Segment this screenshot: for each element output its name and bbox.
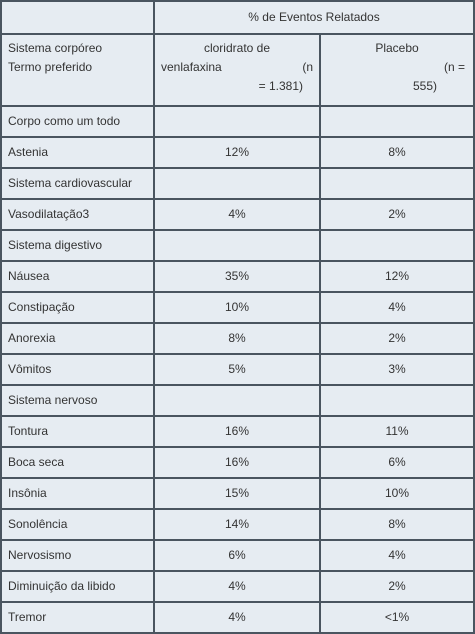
placebo-column-header: Placebo (n = 555)	[321, 35, 475, 107]
table-row: Sistema digestivo	[0, 231, 475, 262]
table-row: Corpo como um todo	[0, 107, 475, 138]
system-label: Sistema corpóreo	[8, 41, 103, 55]
placebo-n-open: (n =	[444, 60, 466, 74]
row-label: Corpo como um todo	[0, 107, 155, 138]
drug-value: 4%	[155, 200, 321, 231]
placebo-value: 12%	[321, 262, 475, 293]
drug-value	[155, 231, 321, 262]
drug-value: 10%	[155, 293, 321, 324]
row-label: Boca seca	[0, 448, 155, 479]
row-label: Tontura	[0, 417, 155, 448]
placebo-value	[321, 107, 475, 138]
term-label: Termo preferido	[8, 60, 93, 74]
row-label: Sistema nervoso	[0, 386, 155, 417]
row-label: Tremor	[0, 603, 155, 634]
drug-value: 15%	[155, 479, 321, 510]
table-row: Anorexia 8% 2%	[0, 324, 475, 355]
row-label: Insônia	[0, 479, 155, 510]
row-label: Anorexia	[0, 324, 155, 355]
table-row: Sistema nervoso	[0, 386, 475, 417]
drug-value: 12%	[155, 138, 321, 169]
drug-value: 5%	[155, 355, 321, 386]
drug-value: 6%	[155, 541, 321, 572]
row-label: Nervosismo	[0, 541, 155, 572]
drug-value: 4%	[155, 572, 321, 603]
table-row: Tremor 4% <1%	[0, 603, 475, 634]
drug-n-value: = 1.381)	[258, 79, 303, 93]
table-row: Náusea 35% 12%	[0, 262, 475, 293]
drug-value: 8%	[155, 324, 321, 355]
row-label: Vômitos	[0, 355, 155, 386]
placebo-value: 2%	[321, 572, 475, 603]
placebo-value: 11%	[321, 417, 475, 448]
drug-n-open: (n	[302, 60, 313, 74]
table-row: Nervosismo 6% 4%	[0, 541, 475, 572]
table-row: Sonolência 14% 8%	[0, 510, 475, 541]
table-row: Astenia 12% 8%	[0, 138, 475, 169]
drug-name-line2: venlafaxina	[161, 60, 222, 74]
placebo-value: 2%	[321, 324, 475, 355]
drug-value	[155, 386, 321, 417]
drug-name: cloridrato de	[203, 41, 271, 55]
drug-value: 16%	[155, 417, 321, 448]
placebo-value: 8%	[321, 138, 475, 169]
row-label: Constipação	[0, 293, 155, 324]
placebo-value	[321, 169, 475, 200]
placebo-value: 8%	[321, 510, 475, 541]
row-label: Astenia	[0, 138, 155, 169]
body-system-header: Sistema corpóreo Termo preferido	[0, 35, 155, 107]
table-row: Vasodilatação3 4% 2%	[0, 200, 475, 231]
placebo-value: 2%	[321, 200, 475, 231]
row-label: Sistema digestivo	[0, 231, 155, 262]
row-label: Vasodilatação3	[0, 200, 155, 231]
drug-value: 35%	[155, 262, 321, 293]
placebo-value: 4%	[321, 293, 475, 324]
group-header: % de Eventos Relatados	[155, 0, 475, 35]
row-label: Diminuição da libido	[0, 572, 155, 603]
placebo-value	[321, 231, 475, 262]
table-row: Constipação 10% 4%	[0, 293, 475, 324]
placebo-value: <1%	[321, 603, 475, 634]
header-empty-cell	[0, 0, 155, 35]
placebo-value: 10%	[321, 479, 475, 510]
header-row-columns: Sistema corpóreo Termo preferido cloridr…	[0, 35, 475, 107]
drug-value: 4%	[155, 603, 321, 634]
placebo-value: 4%	[321, 541, 475, 572]
drug-value	[155, 107, 321, 138]
placebo-name: Placebo	[375, 41, 419, 55]
row-label: Sonolência	[0, 510, 155, 541]
table-row: Boca seca 16% 6%	[0, 448, 475, 479]
table-row: Insônia 15% 10%	[0, 479, 475, 510]
placebo-value: 3%	[321, 355, 475, 386]
drug-value: 14%	[155, 510, 321, 541]
row-label: Sistema cardiovascular	[0, 169, 155, 200]
drug-value: 16%	[155, 448, 321, 479]
row-label: Náusea	[0, 262, 155, 293]
header-row-group: % de Eventos Relatados	[0, 0, 475, 35]
placebo-value	[321, 386, 475, 417]
table-row: Sistema cardiovascular	[0, 169, 475, 200]
drug-value	[155, 169, 321, 200]
table-row: Vômitos 5% 3%	[0, 355, 475, 386]
placebo-value: 6%	[321, 448, 475, 479]
placebo-n-value: 555)	[412, 79, 438, 93]
table-row: Tontura 16% 11%	[0, 417, 475, 448]
table-row: Diminuição da libido 4% 2%	[0, 572, 475, 603]
drug-column-header: cloridrato de venlafaxina (n = 1.381)	[155, 35, 321, 107]
